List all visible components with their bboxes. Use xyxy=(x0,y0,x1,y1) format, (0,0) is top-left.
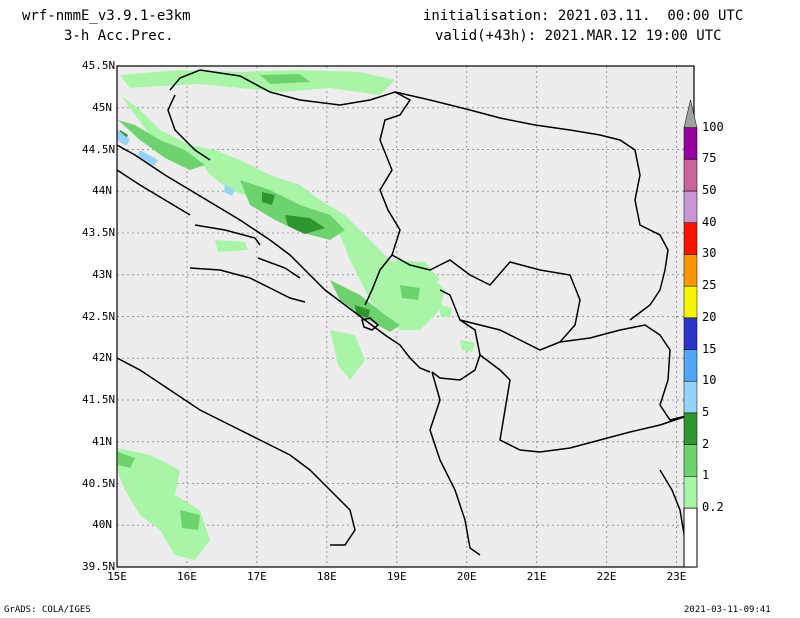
lat-tick-label: 43N xyxy=(92,267,112,281)
initialisation-time: initialisation: 2021.03.11. 00:00 UTC xyxy=(423,8,744,24)
lat-tick-label: 40N xyxy=(92,518,112,532)
colorbar-label: 75 xyxy=(702,151,717,166)
lon-tick-label: 23E xyxy=(666,570,687,583)
colorbar xyxy=(683,99,698,568)
lat-tick-label: 45.5N xyxy=(82,59,116,72)
model-title: wrf-nmmE_v3.9.1-e3km xyxy=(22,8,191,24)
footer-credit: GrADS: COLA/IGES xyxy=(4,605,91,615)
lat-tick-label: 44N xyxy=(92,184,112,198)
colorbar-segment xyxy=(683,349,698,382)
lat-tick-label: 43.5N xyxy=(82,226,116,239)
colorbar-label: 1 xyxy=(702,468,710,483)
colorbar-label: 20 xyxy=(702,309,717,324)
lat-tick-label: 42N xyxy=(92,351,112,365)
lat-tick-label: 45N xyxy=(92,100,112,114)
lon-tick-label: 22E xyxy=(596,570,617,583)
lon-tick-label: 16E xyxy=(177,570,197,583)
colorbar-segment xyxy=(683,285,698,319)
colorbar-segment xyxy=(683,190,698,223)
coastlines-borders xyxy=(116,69,691,556)
colorbar-segment xyxy=(683,380,698,414)
lon-tick-label: 15E xyxy=(107,570,127,583)
colorbar-segment xyxy=(683,412,698,445)
lat-tick-label: 41N xyxy=(92,434,112,448)
lon-tick-label: 21E xyxy=(526,570,547,583)
colorbar-segment xyxy=(683,476,698,509)
product-title: 3-h Acc.Prec. xyxy=(64,28,174,44)
colorbar-segment xyxy=(683,254,698,287)
colorbar-segment xyxy=(683,127,698,160)
colorbar-label: 25 xyxy=(702,278,717,293)
lat-tick-label: 44.5N xyxy=(82,142,116,156)
lat-tick-label: 41.5N xyxy=(82,393,116,406)
lat-tick-label: 40.5N xyxy=(82,476,116,490)
footer-timestamp: 2021-03-11-09:41 xyxy=(684,605,771,615)
colorbar-label: 30 xyxy=(702,246,717,261)
lon-tick-label: 20E xyxy=(456,570,477,583)
colorbar-segment xyxy=(683,159,698,192)
colorbar-label: 2 xyxy=(702,436,710,451)
colorbar-label: 40 xyxy=(702,214,717,229)
colorbar-label: 15 xyxy=(702,341,717,356)
colorbar-segment xyxy=(683,444,698,477)
precip-patches xyxy=(117,70,475,560)
lon-tick-label: 18E xyxy=(316,570,337,583)
colorbar-label: 10 xyxy=(702,373,717,388)
colorbar-label: 0.2 xyxy=(702,500,724,514)
lon-tick-label: 19E xyxy=(386,570,407,583)
colorbar-label: 100 xyxy=(702,119,724,134)
colorbar-segment xyxy=(683,317,698,350)
lon-tick-label: 17E xyxy=(246,570,267,583)
colorbar-label: 5 xyxy=(702,404,710,419)
precip-patches-blue xyxy=(117,130,235,196)
lat-tick-label: 39.5N xyxy=(82,560,116,573)
colorbar-segment-below xyxy=(683,507,698,568)
colorbar-label: 50 xyxy=(702,183,717,197)
valid-time: valid(+43h): 2021.MAR.12 19:00 UTC xyxy=(435,28,722,44)
colorbar-segment-above xyxy=(683,99,698,128)
lat-tick-label: 42.5N xyxy=(82,309,116,323)
colorbar-segment xyxy=(683,222,698,255)
